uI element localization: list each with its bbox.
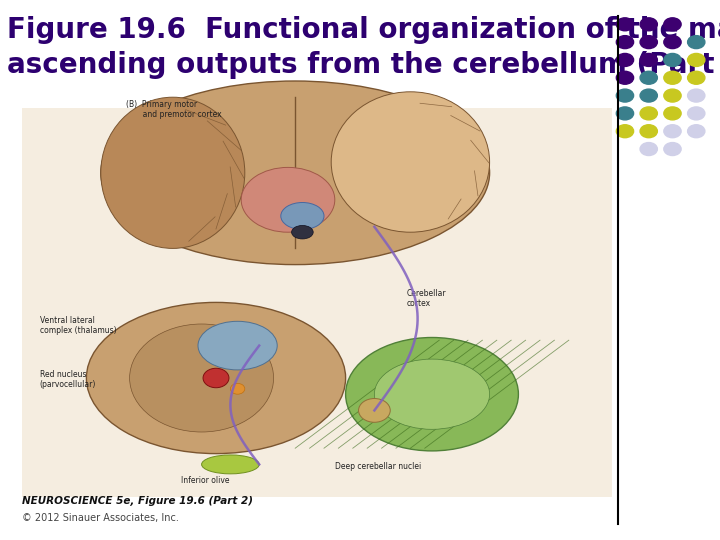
Ellipse shape — [292, 226, 313, 239]
Ellipse shape — [241, 167, 335, 232]
Circle shape — [640, 125, 657, 138]
Text: (B)  Primary motor
       and premotor cortex: (B) Primary motor and premotor cortex — [126, 100, 222, 119]
Circle shape — [688, 53, 705, 66]
FancyBboxPatch shape — [22, 108, 612, 497]
Text: Inferior olive: Inferior olive — [181, 476, 230, 485]
Circle shape — [640, 71, 657, 84]
Text: Deep cerebellar nuclei: Deep cerebellar nuclei — [335, 462, 421, 471]
Circle shape — [664, 125, 681, 138]
Circle shape — [664, 107, 681, 120]
Ellipse shape — [331, 92, 490, 232]
Circle shape — [616, 18, 634, 31]
Circle shape — [664, 53, 681, 66]
Text: Cerebellar
cortex: Cerebellar cortex — [407, 289, 446, 308]
Circle shape — [640, 36, 657, 49]
Circle shape — [664, 36, 681, 49]
Ellipse shape — [281, 202, 324, 230]
Circle shape — [688, 71, 705, 84]
Circle shape — [640, 89, 657, 102]
Circle shape — [688, 107, 705, 120]
Circle shape — [640, 53, 657, 66]
Text: Figure 19.6  Functional organization of the major
ascending outputs from the cer: Figure 19.6 Functional organization of t… — [7, 16, 720, 79]
Ellipse shape — [101, 81, 490, 265]
Circle shape — [230, 383, 245, 394]
Ellipse shape — [346, 338, 518, 451]
Circle shape — [640, 107, 657, 120]
Circle shape — [616, 53, 634, 66]
Circle shape — [616, 71, 634, 84]
Text: © 2012 Sinauer Associates, Inc.: © 2012 Sinauer Associates, Inc. — [22, 514, 179, 523]
Circle shape — [616, 125, 634, 138]
Ellipse shape — [374, 359, 490, 429]
Circle shape — [664, 71, 681, 84]
Ellipse shape — [198, 321, 277, 370]
Ellipse shape — [101, 97, 245, 248]
Circle shape — [664, 89, 681, 102]
Circle shape — [664, 18, 681, 31]
Circle shape — [688, 89, 705, 102]
Circle shape — [616, 89, 634, 102]
Text: NEUROSCIENCE 5e, Figure 19.6 (Part 2): NEUROSCIENCE 5e, Figure 19.6 (Part 2) — [22, 496, 253, 506]
Circle shape — [616, 36, 634, 49]
Text: Red nucleus
(parvocellular): Red nucleus (parvocellular) — [40, 370, 96, 389]
Circle shape — [688, 36, 705, 49]
Circle shape — [359, 399, 390, 422]
Text: Ventral lateral
complex (thalamus): Ventral lateral complex (thalamus) — [40, 316, 116, 335]
Circle shape — [203, 368, 229, 388]
Circle shape — [664, 143, 681, 156]
Ellipse shape — [130, 324, 274, 432]
Ellipse shape — [86, 302, 346, 454]
Ellipse shape — [202, 455, 259, 474]
Circle shape — [640, 143, 657, 156]
Circle shape — [688, 125, 705, 138]
Circle shape — [616, 107, 634, 120]
Circle shape — [640, 18, 657, 31]
